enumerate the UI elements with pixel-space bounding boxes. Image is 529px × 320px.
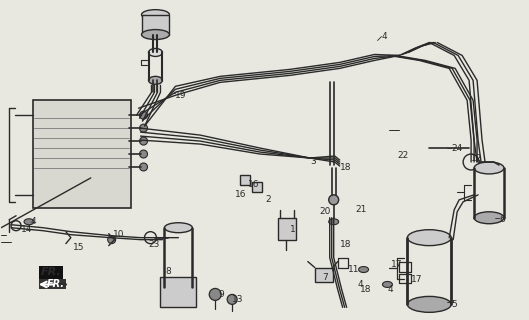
Text: 14: 14 [21, 225, 32, 234]
Bar [160, 277, 196, 307]
Ellipse shape [359, 267, 369, 273]
Text: 16: 16 [235, 190, 247, 199]
Ellipse shape [329, 219, 339, 225]
Text: 3: 3 [310, 157, 316, 166]
Ellipse shape [149, 76, 162, 84]
Bar [142, 15, 169, 35]
Ellipse shape [474, 212, 504, 224]
Ellipse shape [142, 10, 169, 20]
Text: 10: 10 [113, 230, 124, 239]
Text: 12: 12 [471, 154, 482, 163]
Circle shape [140, 111, 148, 119]
Text: 5: 5 [451, 300, 457, 309]
Bar [315, 268, 333, 283]
Text: 17: 17 [391, 260, 403, 269]
Circle shape [140, 137, 148, 145]
Text: 1: 1 [290, 225, 296, 234]
Circle shape [209, 288, 221, 300]
Text: 13: 13 [232, 295, 244, 304]
Text: 7: 7 [322, 273, 327, 282]
Text: 18: 18 [340, 240, 351, 249]
Text: 9: 9 [218, 290, 224, 299]
Text: 23: 23 [149, 240, 160, 249]
Circle shape [140, 150, 148, 158]
Bar [278, 218, 296, 240]
Ellipse shape [382, 282, 393, 287]
Circle shape [329, 195, 339, 205]
Ellipse shape [142, 29, 169, 40]
Text: 11: 11 [348, 265, 359, 274]
Ellipse shape [407, 296, 451, 312]
Text: 15: 15 [73, 243, 84, 252]
Text: 6: 6 [499, 215, 505, 224]
Circle shape [140, 163, 148, 171]
Text: 22: 22 [397, 150, 409, 160]
Text: 20: 20 [320, 207, 331, 216]
Text: 19: 19 [176, 91, 187, 100]
Text: FR.: FR. [41, 268, 61, 277]
Text: 4: 4 [387, 285, 393, 294]
Text: 17: 17 [412, 275, 423, 284]
Text: 16: 16 [248, 180, 260, 189]
Ellipse shape [474, 162, 504, 174]
Text: 21: 21 [355, 205, 367, 214]
Text: 18: 18 [360, 285, 371, 294]
Text: 4: 4 [381, 32, 387, 41]
Text: 4: 4 [358, 280, 363, 289]
Ellipse shape [165, 223, 193, 233]
Text: 4: 4 [31, 217, 37, 226]
Text: 24: 24 [451, 144, 462, 153]
Ellipse shape [149, 49, 162, 56]
Circle shape [140, 124, 148, 132]
Bar [252, 182, 262, 192]
Ellipse shape [165, 283, 193, 292]
Circle shape [108, 236, 116, 244]
Ellipse shape [24, 219, 34, 225]
Bar [33, 100, 131, 208]
Text: 18: 18 [340, 164, 351, 172]
Text: FR.: FR. [47, 279, 65, 290]
Bar [240, 175, 250, 185]
Polygon shape [39, 279, 66, 289]
Text: 2: 2 [265, 195, 271, 204]
Ellipse shape [407, 230, 451, 246]
Text: 8: 8 [166, 267, 171, 276]
Circle shape [227, 294, 237, 304]
